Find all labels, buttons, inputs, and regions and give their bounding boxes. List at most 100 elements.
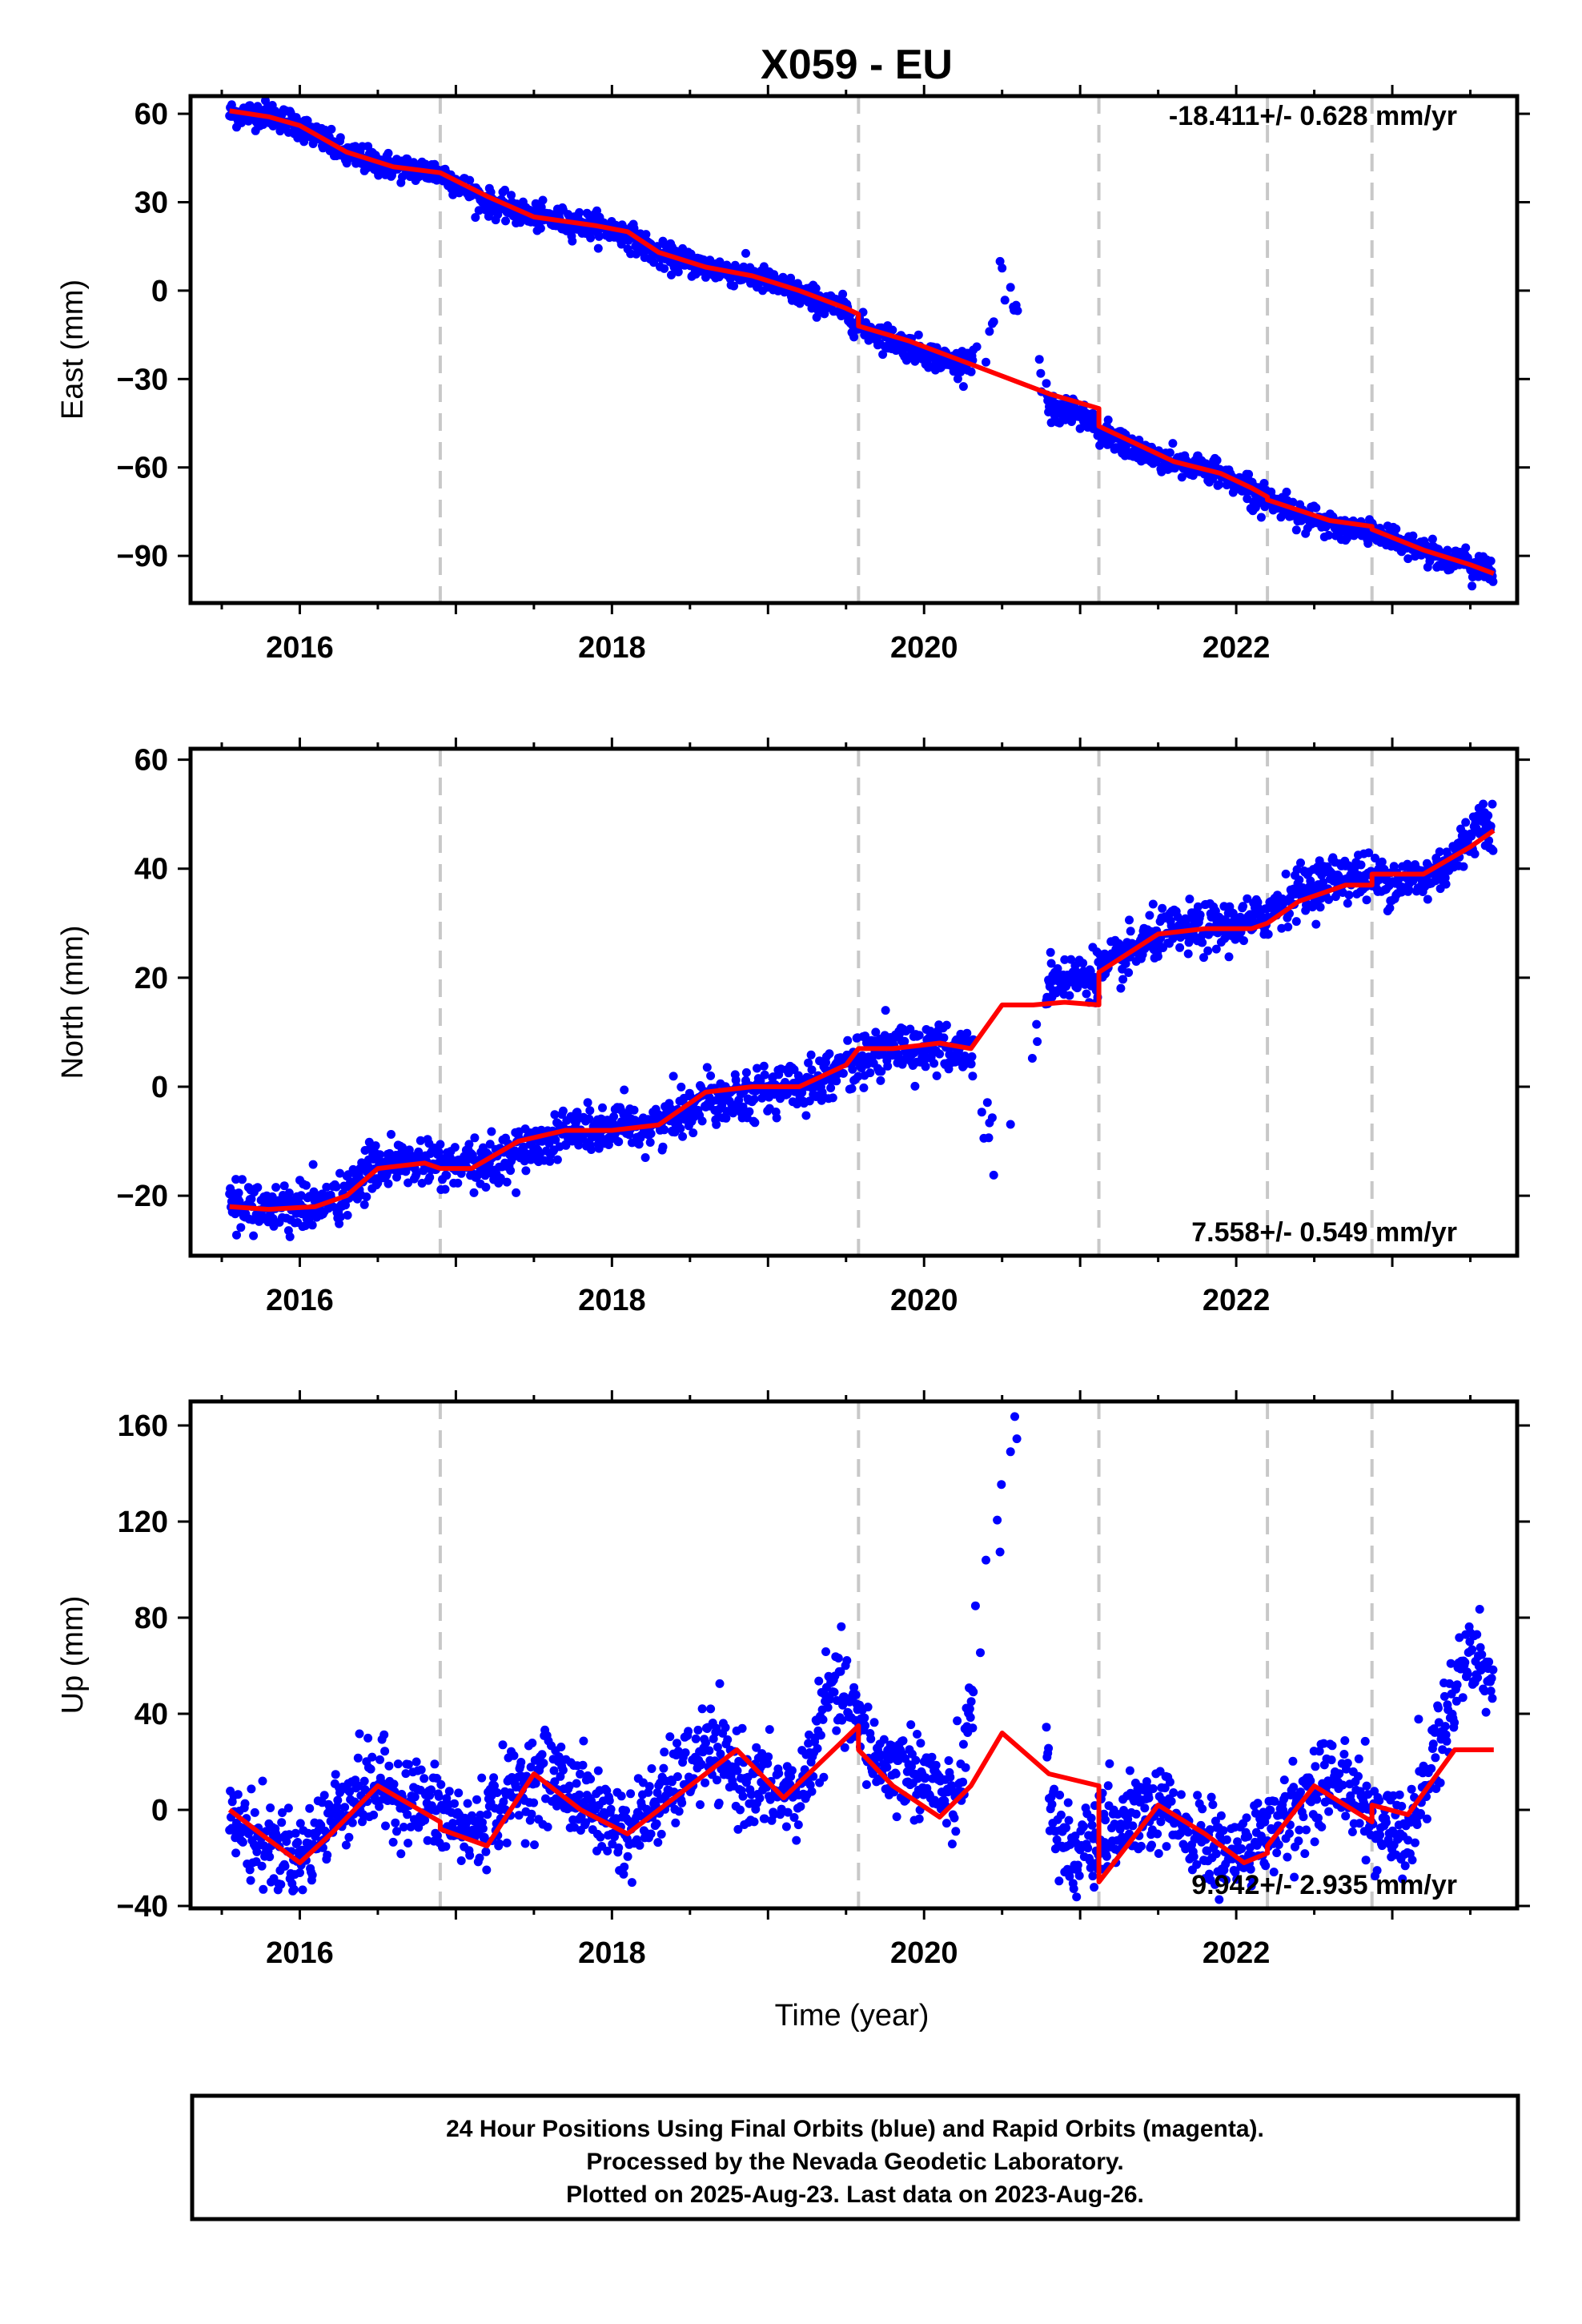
data-point	[838, 1068, 848, 1078]
data-point	[913, 330, 923, 340]
data-point	[1319, 878, 1328, 887]
data-point	[1156, 1817, 1166, 1827]
data-point	[389, 1779, 399, 1789]
data-point	[412, 1169, 421, 1179]
data-point	[1224, 952, 1234, 962]
data-point	[860, 1713, 869, 1723]
data-point	[1279, 1805, 1288, 1815]
data-point	[673, 267, 683, 277]
data-point	[583, 1098, 592, 1108]
data-point	[521, 1166, 531, 1176]
data-point	[881, 1006, 890, 1015]
data-point	[826, 1084, 836, 1092]
data-point	[320, 1826, 330, 1835]
data-point	[721, 1113, 731, 1123]
data-point	[985, 327, 994, 336]
data-point	[1066, 955, 1076, 964]
data-point	[898, 1736, 908, 1746]
data-point	[1311, 1762, 1320, 1771]
data-point	[1292, 865, 1302, 875]
data-point	[1296, 1787, 1305, 1797]
data-point	[353, 1753, 363, 1763]
data-point	[1079, 1822, 1088, 1831]
data-point	[950, 1813, 959, 1823]
data-point	[781, 1822, 791, 1831]
data-point	[1354, 1754, 1363, 1763]
data-point	[897, 1059, 907, 1069]
data-point	[818, 1715, 828, 1724]
data-point	[323, 1850, 332, 1860]
data-point	[673, 1739, 681, 1748]
y-tick-label: 40	[135, 853, 168, 887]
data-point	[816, 1731, 825, 1740]
data-point	[284, 1188, 294, 1198]
data-point	[869, 1718, 879, 1727]
data-point	[335, 133, 345, 143]
data-point	[440, 1184, 450, 1194]
data-point	[383, 148, 393, 158]
data-point	[1148, 1784, 1158, 1793]
data-point	[384, 1761, 394, 1771]
data-point	[673, 1117, 683, 1127]
data-point	[1103, 415, 1113, 424]
data-point	[848, 1064, 857, 1074]
data-point	[1195, 910, 1205, 919]
data-point	[528, 1739, 537, 1747]
data-point	[1484, 810, 1493, 820]
data-point	[805, 1780, 815, 1790]
data-point	[842, 1656, 852, 1665]
data-point	[745, 1107, 754, 1116]
data-point	[1198, 938, 1207, 947]
data-point	[495, 1839, 504, 1848]
data-point	[829, 1687, 839, 1697]
y-tick-label: −20	[117, 1180, 168, 1213]
data-point	[1033, 1037, 1042, 1047]
data-point	[942, 1020, 951, 1030]
data-point	[673, 1747, 683, 1756]
data-point	[387, 1130, 396, 1139]
data-point	[416, 1136, 425, 1145]
data-point	[1116, 983, 1126, 993]
data-point	[575, 1790, 584, 1799]
data-point	[843, 1035, 853, 1045]
data-point	[977, 1108, 986, 1117]
data-point	[379, 1730, 389, 1739]
data-point	[823, 1703, 833, 1712]
data-point	[659, 1763, 669, 1773]
data-point	[1085, 1856, 1094, 1865]
data-point	[527, 1809, 536, 1819]
data-point	[1299, 1812, 1308, 1822]
data-point	[1377, 857, 1387, 866]
data-point	[340, 1803, 350, 1812]
data-point	[298, 1885, 307, 1895]
data-point	[1144, 1793, 1154, 1803]
data-point	[616, 1791, 626, 1801]
data-point	[1101, 1815, 1110, 1825]
data-point	[347, 1818, 357, 1827]
data-point	[1193, 902, 1203, 911]
data-point	[713, 1775, 721, 1785]
data-point	[1036, 368, 1046, 378]
data-point	[345, 1787, 355, 1796]
data-point	[1047, 1799, 1057, 1809]
data-point	[1216, 1811, 1226, 1820]
data-point	[701, 1738, 710, 1747]
data-point	[939, 1033, 949, 1043]
data-point	[404, 1839, 413, 1848]
data-point	[1324, 1807, 1334, 1816]
data-point	[258, 1776, 267, 1786]
data-point	[621, 1806, 630, 1815]
data-point	[472, 1795, 481, 1804]
data-point	[723, 1735, 733, 1744]
data-point	[769, 270, 779, 279]
data-point	[375, 1150, 384, 1160]
data-point	[931, 1760, 941, 1770]
data-point	[473, 1169, 483, 1179]
data-point	[399, 1823, 408, 1831]
data-point	[1042, 1723, 1051, 1732]
data-point	[1253, 1799, 1263, 1808]
data-point	[1294, 1836, 1303, 1846]
data-point	[911, 1755, 921, 1765]
